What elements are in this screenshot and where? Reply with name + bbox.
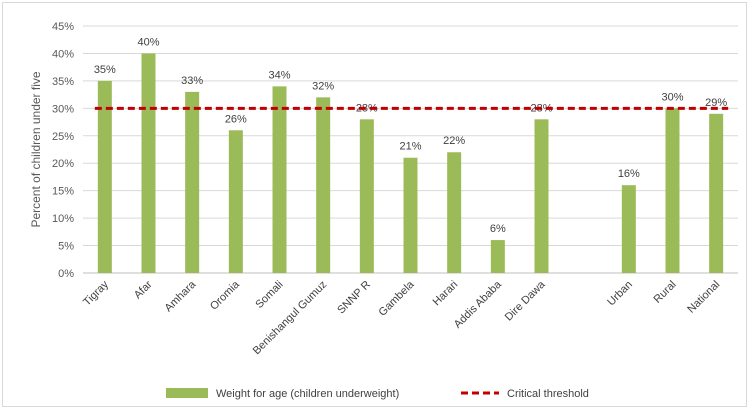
y-tick-label: 25% xyxy=(52,131,74,143)
bar xyxy=(359,119,374,273)
y-axis-title: Percent of children under five xyxy=(29,71,43,227)
category-label: Addis Ababa xyxy=(452,278,505,331)
data-label: 21% xyxy=(399,141,421,153)
data-label: 6% xyxy=(490,223,506,235)
bar xyxy=(490,240,505,273)
y-tick-label: 10% xyxy=(52,213,74,225)
legend-label-bars: Weight for age (children underweight) xyxy=(216,388,399,400)
category-label: Afar xyxy=(132,278,155,301)
data-label: 16% xyxy=(618,168,640,180)
category-label: SNNP R xyxy=(335,279,373,317)
bar xyxy=(534,119,549,273)
category-label: Harari xyxy=(431,279,461,309)
data-label: 40% xyxy=(137,36,159,48)
bar xyxy=(447,152,462,273)
category-label: National xyxy=(685,279,722,316)
y-tick-label: 40% xyxy=(52,48,74,60)
bar xyxy=(316,97,331,273)
y-tick-label: 35% xyxy=(52,76,74,88)
bar xyxy=(403,157,418,273)
data-label: 33% xyxy=(181,75,203,87)
category-label: Somali xyxy=(253,279,285,311)
data-label: 35% xyxy=(94,64,116,76)
y-tick-label: 30% xyxy=(52,103,74,115)
bar xyxy=(665,108,680,273)
category-label: Tigray xyxy=(81,278,111,308)
data-label: 34% xyxy=(268,69,290,81)
bar xyxy=(97,80,112,273)
category-label: Benishangul Gumuz xyxy=(251,279,330,358)
category-label: Rural xyxy=(652,279,679,306)
bar xyxy=(185,91,200,273)
y-tick-label: 20% xyxy=(52,158,74,170)
legend-swatch-bars xyxy=(166,388,208,398)
y-tick-label: 45% xyxy=(52,21,74,33)
category-label: Urban xyxy=(605,279,635,309)
bar xyxy=(709,113,724,273)
data-label: 28% xyxy=(356,102,378,114)
y-tick-label: 15% xyxy=(52,186,74,198)
bar xyxy=(228,130,243,273)
data-label: 26% xyxy=(225,113,247,125)
data-label: 22% xyxy=(443,135,465,147)
category-label: Amhara xyxy=(163,278,199,314)
category-label: Gambela xyxy=(377,278,418,319)
y-tick-label: 0% xyxy=(58,268,74,280)
y-tick-label: 5% xyxy=(58,241,74,253)
data-label: 32% xyxy=(312,80,334,92)
bar xyxy=(141,53,156,273)
legend-label-threshold: Critical threshold xyxy=(507,388,589,400)
bar xyxy=(621,185,636,273)
category-label: Dire Dawa xyxy=(503,278,548,323)
data-label: 30% xyxy=(661,91,683,103)
category-label: Oromia xyxy=(208,278,243,313)
data-label: 29% xyxy=(705,97,727,109)
bar xyxy=(272,86,287,273)
